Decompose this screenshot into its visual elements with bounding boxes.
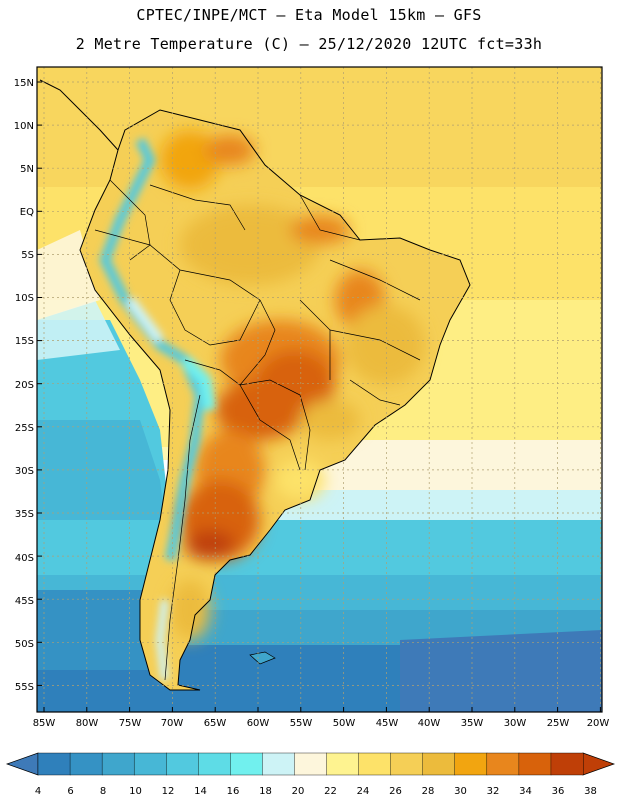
lat-label: 55S	[15, 682, 34, 693]
colorbar-cell	[518, 752, 552, 776]
colorbar-tick-label: 26	[389, 786, 402, 797]
colorbar-tick-label: 22	[324, 786, 337, 797]
colorbar-cell	[230, 752, 263, 776]
colorbar-cell	[358, 752, 392, 776]
lat-label: 50S	[15, 639, 34, 650]
colorbar-cell	[454, 752, 488, 776]
lon-label: 35W	[461, 718, 484, 729]
lat-label: 5S	[21, 250, 34, 261]
map-subtitle: 2 Metre Temperature (C) – 25/12/2020 12U…	[75, 35, 543, 53]
colorbar-tick-label: 36	[552, 786, 565, 797]
colorbar-low-arrow	[5, 752, 39, 776]
lat-label: 25S	[15, 423, 34, 434]
colorbar-cell	[486, 752, 520, 776]
lon-label: 25W	[547, 718, 570, 729]
temperature-colorbar: 4 6 8 10 12 14 16 18 20 22 24 26 28 30 3…	[5, 752, 616, 797]
colorbar-tick-label: 6	[67, 786, 73, 797]
colorbar-tick-label: 16	[227, 786, 240, 797]
lon-label: 20W	[587, 718, 610, 729]
colorbar-cell	[390, 752, 424, 776]
colorbar-tick-label: 12	[162, 786, 175, 797]
colorbar-cell	[294, 752, 328, 776]
lon-label: 50W	[333, 718, 356, 729]
colorbar-cell	[37, 752, 71, 776]
colorbar-cell	[326, 752, 360, 776]
lat-label: 15S	[15, 336, 34, 347]
lat-label: 5N	[20, 164, 34, 175]
map-field	[37, 67, 602, 712]
colorbar-tick-label: 20	[292, 786, 305, 797]
colorbar-cell	[422, 752, 456, 776]
colorbar-tick-label: 10	[129, 786, 142, 797]
lat-label: 45S	[15, 596, 34, 607]
lat-label: 10N	[14, 121, 34, 132]
lon-label: 65W	[204, 718, 227, 729]
colorbar-cell	[166, 752, 199, 776]
lon-label: 30W	[504, 718, 527, 729]
colorbar-tick-label: 30	[454, 786, 467, 797]
lat-label: 40S	[15, 553, 34, 564]
lat-label: 10S	[15, 293, 34, 304]
lat-label: EQ	[20, 207, 34, 218]
lat-label: 30S	[15, 466, 34, 477]
lon-label: 75W	[119, 718, 142, 729]
temperature-map: 15N 10N 5N EQ 5S 10S 15S 20S 25S 30S 35S…	[14, 66, 610, 729]
lon-label: 85W	[33, 718, 56, 729]
colorbar-cells	[37, 752, 584, 776]
colorbar-cell	[101, 752, 135, 776]
colorbar-tick-label: 24	[357, 786, 370, 797]
colorbar-cell	[69, 752, 103, 776]
axis-ticks	[37, 81, 601, 712]
lon-label: 45W	[376, 718, 399, 729]
colorbar-cell	[133, 752, 167, 776]
colorbar-high-arrow	[582, 752, 616, 776]
colorbar-tick-label: 8	[100, 786, 106, 797]
colorbar-tick-label: 4	[35, 786, 41, 797]
colorbar-cell	[198, 752, 231, 776]
colorbar-cell	[262, 752, 295, 776]
lon-label: 80W	[76, 718, 99, 729]
colorbar-tick-label: 32	[487, 786, 500, 797]
colorbar-tick-label: 28	[422, 786, 435, 797]
colorbar-tick-label: 18	[259, 786, 272, 797]
colorbar-tick-label: 38	[584, 786, 597, 797]
map-title: CPTEC/INPE/MCT – Eta Model 15km – GFS	[136, 6, 482, 24]
colorbar-tick-label: 14	[194, 786, 207, 797]
lat-label: 20S	[15, 380, 34, 391]
lon-label: 55W	[290, 718, 313, 729]
lat-label: 35S	[15, 509, 34, 520]
lon-label: 40W	[418, 718, 441, 729]
colorbar-cell	[550, 752, 584, 776]
colorbar-tick-label: 34	[519, 786, 532, 797]
lon-label: 60W	[247, 718, 270, 729]
graticule	[37, 67, 602, 712]
lat-label: 15N	[14, 78, 34, 89]
map-frame	[36, 66, 603, 713]
lon-label: 70W	[161, 718, 184, 729]
